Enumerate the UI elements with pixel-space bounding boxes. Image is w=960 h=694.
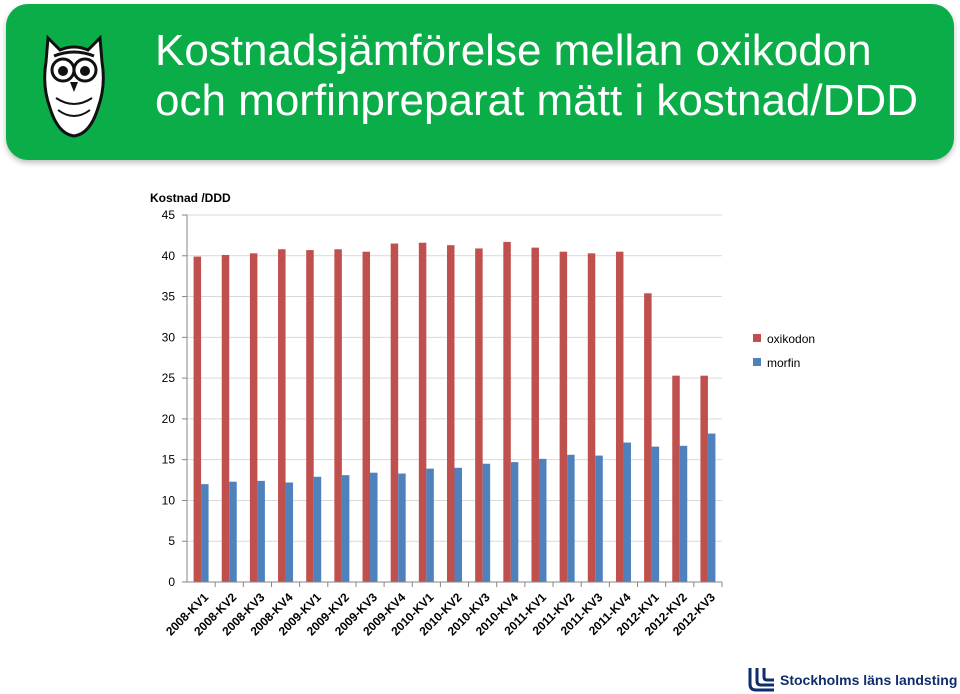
bar-oxikodon-2009-KV4 <box>390 243 399 583</box>
header-banner: Kostnadsjämförelse mellan oxikodon och m… <box>6 4 954 160</box>
bar-morfin-2009-KV2 <box>341 475 350 582</box>
bar-series <box>193 241 716 583</box>
bar-oxikodon-2008-KV3 <box>249 253 258 582</box>
sll-logo-icon <box>748 668 774 692</box>
bar-oxikodon-2011-KV3 <box>587 253 596 582</box>
logo-text: Stockholms läns landsting <box>780 672 958 688</box>
bar-morfin-2008-KV3 <box>257 480 265 582</box>
bar-oxikodon-2012-KV3 <box>700 375 708 582</box>
legend-swatch-morfin <box>753 358 761 366</box>
bar-morfin-2011-KV3 <box>595 455 603 582</box>
bar-oxikodon-2011-KV4 <box>615 251 624 582</box>
y-tick-label: 5 <box>168 534 175 548</box>
y-tick-label: 45 <box>162 208 176 222</box>
bar-morfin-2010-KV3 <box>482 463 491 582</box>
bar-oxikodon-2012-KV2 <box>672 375 680 582</box>
y-tick-label: 25 <box>162 371 176 385</box>
bar-morfin-2010-KV4 <box>510 462 519 582</box>
bar-oxikodon-2009-KV3 <box>362 251 371 582</box>
legend: oxikodon morfin <box>753 332 815 370</box>
bar-oxikodon-2012-KV1 <box>644 293 652 582</box>
bar-oxikodon-2009-KV2 <box>334 249 342 582</box>
y-tick-label: 30 <box>162 330 176 344</box>
bar-morfin-2008-KV1 <box>201 484 209 582</box>
bar-morfin-2012-KV3 <box>707 433 716 582</box>
y-tick-label: 40 <box>162 249 176 263</box>
bar-morfin-2008-KV4 <box>285 482 294 582</box>
bar-oxikodon-2008-KV2 <box>221 254 230 582</box>
y-tick-label: 0 <box>168 575 175 589</box>
bar-oxikodon-2011-KV1 <box>531 247 539 582</box>
legend-label-morfin: morfin <box>767 356 800 370</box>
bar-oxikodon-2010-KV2 <box>447 245 455 583</box>
bar-chart: Kostnad /DDD0510152025303540452008-KV120… <box>150 191 815 638</box>
bar-oxikodon-2010-KV1 <box>418 242 427 582</box>
bar-morfin-2011-KV2 <box>567 454 575 582</box>
legend-label-oxikodon: oxikodon <box>767 332 815 346</box>
bar-morfin-2009-KV4 <box>398 473 406 582</box>
bar-morfin-2010-KV1 <box>426 468 434 582</box>
bar-oxikodon-2010-KV3 <box>475 248 483 582</box>
y-axis-label: Kostnad /DDD <box>150 191 231 205</box>
bar-oxikodon-2008-KV4 <box>278 249 286 582</box>
bar-morfin-2010-KV2 <box>454 467 462 582</box>
y-tick-label: 20 <box>162 412 176 426</box>
page-title: Kostnadsjämförelse mellan oxikodon och m… <box>155 26 918 125</box>
bar-oxikodon-2011-KV2 <box>559 251 568 582</box>
bar-morfin-2012-KV1 <box>651 446 660 582</box>
bar-morfin-2009-KV1 <box>313 476 322 582</box>
bar-morfin-2011-KV1 <box>538 458 547 582</box>
bar-oxikodon-2009-KV1 <box>306 250 314 582</box>
owl-icon <box>43 34 105 138</box>
legend-swatch-oxikodon <box>753 334 761 342</box>
y-tick-label: 35 <box>162 290 176 304</box>
bar-morfin-2012-KV2 <box>679 445 688 582</box>
y-tick-label: 10 <box>162 493 176 507</box>
y-tick-label: 15 <box>162 453 176 467</box>
bar-morfin-2009-KV3 <box>370 472 378 582</box>
bar-morfin-2011-KV4 <box>623 442 631 582</box>
sll-logo: Stockholms läns landsting <box>746 666 957 694</box>
bar-oxikodon-2008-KV1 <box>193 256 202 582</box>
bar-oxikodon-2010-KV4 <box>503 241 511 582</box>
bar-morfin-2008-KV2 <box>229 481 237 582</box>
